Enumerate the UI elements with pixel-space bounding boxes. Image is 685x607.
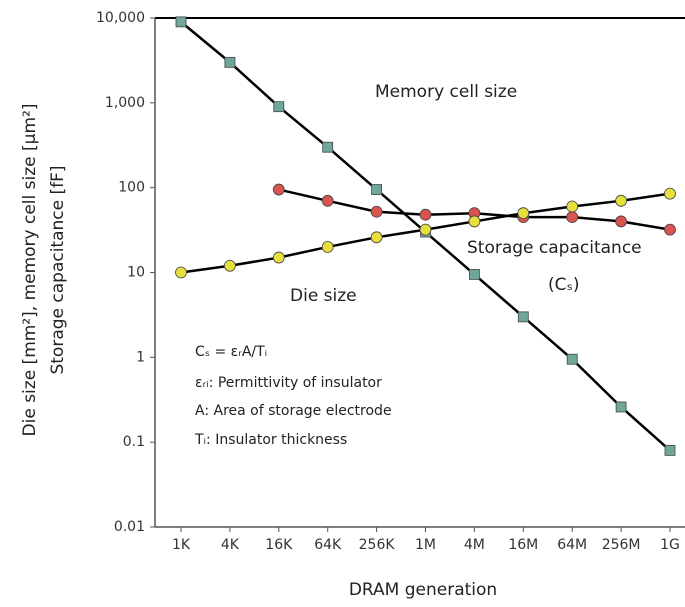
marker [370,205,383,218]
x-tick-label: 1M [415,537,436,553]
marker [321,194,334,207]
y-tick-label: 0.1 [123,434,145,450]
series-label: Die size [290,286,357,306]
marker [517,311,529,323]
series-label: Memory cell size [375,82,517,102]
x-tick-label: 1K [172,537,191,553]
marker [664,187,676,200]
marker [273,101,285,113]
y-tick-label: 10 [127,265,145,281]
annotation: Cₛ = εᵣA/Tᵢ [195,344,267,360]
x-tick-label: 1G [660,537,680,553]
marker [224,56,236,68]
series-label: Storage capacitance [467,238,642,258]
x-tick-label: 256K [359,537,396,553]
marker [272,183,285,196]
y-tick-label: 1 [136,349,145,365]
marker [468,215,481,228]
x-tick-label: 4K [221,537,240,553]
x-tick-label: 256M [602,537,641,553]
annotation: (Cₛ) [548,275,579,295]
marker [272,251,285,264]
y-tick-label: 0.01 [114,519,145,535]
annotation: Tᵢ: Insulator thickness [194,432,347,448]
marker [321,241,334,253]
marker [175,266,187,279]
x-tick-label: 16M [508,537,538,553]
marker [664,444,676,456]
marker [371,184,383,195]
marker [615,401,627,413]
x-tick-label: 64K [314,537,342,553]
x-tick-label: 64M [557,537,587,553]
marker [615,194,627,207]
x-axis-label: DRAM generation [349,580,497,600]
annotation: εᵣᵢ: Permittivity of insulator [195,375,382,391]
marker [664,223,676,236]
y-axis-label: Die size [mm²], memory cell size [μm²] [20,104,40,437]
marker [223,259,236,272]
x-tick-label: 16K [265,537,293,553]
marker [517,207,530,220]
marker [419,223,432,236]
marker [370,231,383,244]
marker [566,353,578,365]
marker [419,208,432,221]
marker [175,16,187,28]
marker [468,268,480,280]
x-tick-label: 4M [464,537,485,553]
marker [322,141,334,153]
y-tick-label: 100 [118,180,145,196]
marker [566,211,579,223]
y-axis-label: Storage capacitance [fF] [48,165,68,374]
annotation: A: Area of storage electrode [195,403,392,419]
y-tick-label: 10,000 [96,10,145,26]
marker [566,200,579,213]
marker [615,215,627,228]
y-tick-label: 1,000 [105,95,145,111]
